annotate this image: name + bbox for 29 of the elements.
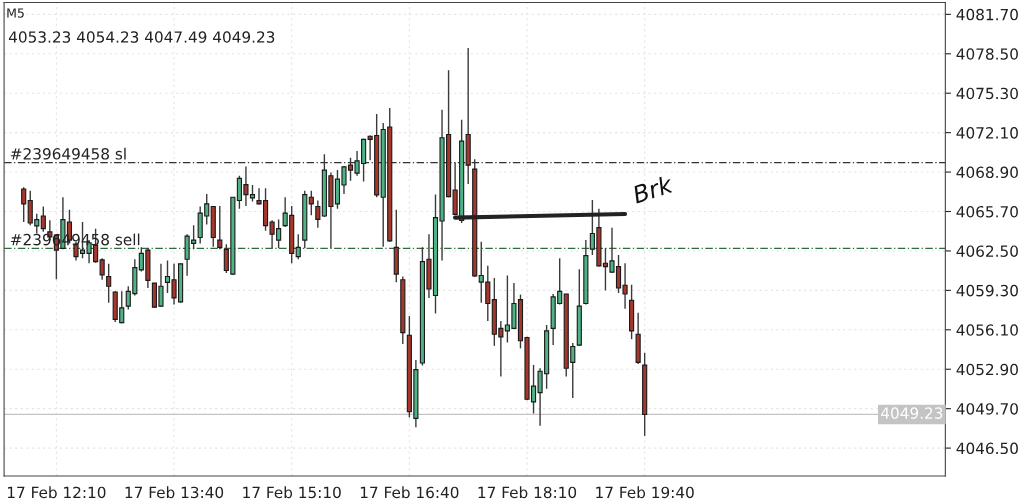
y-tick-label: 4052.90 <box>956 363 1018 376</box>
y-tick-label: 4065.70 <box>956 205 1018 218</box>
candlestick <box>106 263 112 304</box>
y-tick-label: 4075.30 <box>956 87 1018 100</box>
y-tick-label: 4062.50 <box>956 245 1018 257</box>
candlestick <box>21 186 27 223</box>
chart-title: M5 <box>7 8 24 18</box>
y-tick-label: 4078.50 <box>956 48 1018 60</box>
candlestick <box>217 205 223 251</box>
y-tick-label: 4072.10 <box>956 127 1018 139</box>
y-tick-label: 4059.30 <box>956 284 1018 297</box>
annotation: Brk <box>631 174 675 204</box>
ref-line-label: 4049.23 <box>881 407 943 419</box>
candlestick <box>308 189 314 217</box>
x-tick-label: 17 Feb 13:40 <box>125 486 224 499</box>
y-tick-label: 4049.70 <box>956 403 1018 415</box>
y-tick-label: 4056.10 <box>956 324 1018 336</box>
candlestick <box>295 233 301 261</box>
x-tick-label: 17 Feb 15:10 <box>243 486 341 499</box>
x-tick-label: 17 Feb 18:10 <box>478 486 577 499</box>
x-tick-label: 17 Feb 12:10 <box>7 486 106 499</box>
candlestick <box>40 205 46 233</box>
x-tick-label: 17 Feb 16:40 <box>360 486 459 499</box>
x-tick-label: 17 Feb 19:40 <box>596 486 694 499</box>
y-tick-label: 4081.70 <box>956 8 1018 21</box>
y-tick-label: 4068.90 <box>956 166 1018 179</box>
text: 4053.23 4054.23 4047.49 4049.23 <box>8 31 275 43</box>
ref-line-label: #239649458 sl <box>10 147 126 160</box>
y-tick-label: 4046.50 <box>956 442 1018 455</box>
